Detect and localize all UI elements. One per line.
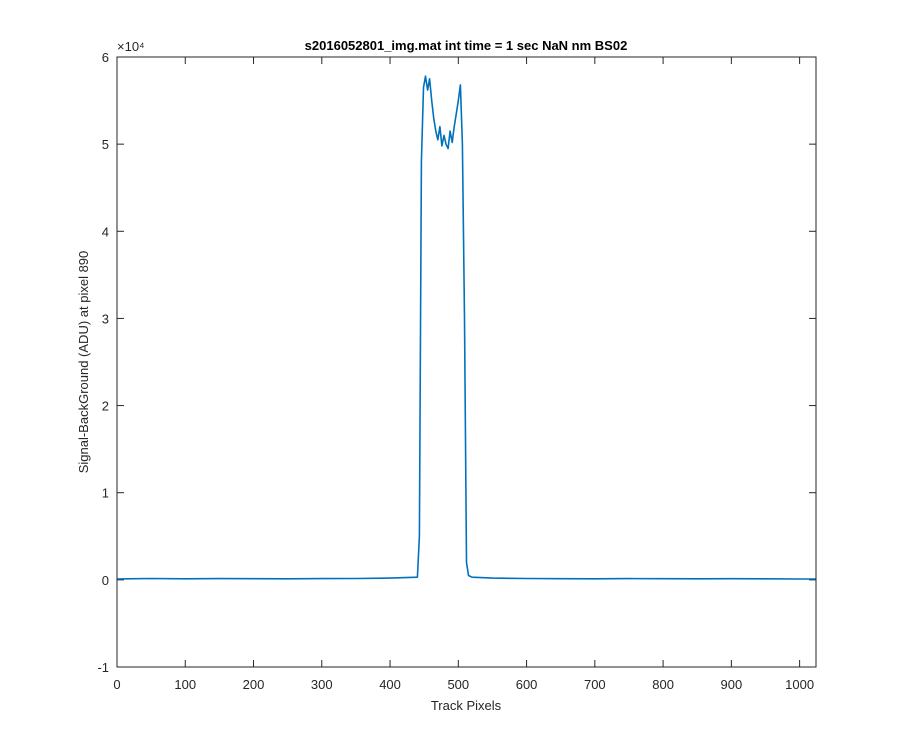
x-axis-ticks: 0 100 200 300 400 500 600 700 800 900 1000: [113, 57, 814, 692]
x-tick-label: 100: [174, 677, 196, 692]
y-tick-label: 2: [102, 399, 109, 414]
x-axis-label: Track Pixels: [431, 698, 502, 713]
chart-title: s2016052801_img.mat int time = 1 sec NaN…: [305, 38, 628, 53]
x-tick-label: 900: [721, 677, 743, 692]
x-tick-label: 600: [516, 677, 538, 692]
plot-area: [117, 57, 816, 667]
x-tick-label: 800: [652, 677, 674, 692]
y-tick-label: 1: [102, 486, 109, 501]
data-series-line: [116, 75, 816, 580]
y-tick-label: 6: [102, 50, 109, 65]
x-tick-label: 700: [584, 677, 606, 692]
y-tick-label: 3: [102, 311, 109, 326]
x-tick-label: 300: [311, 677, 333, 692]
y-axis-exponent: ×10⁴: [117, 39, 145, 54]
y-tick-label: 0: [102, 573, 109, 588]
y-tick-label: 4: [102, 224, 109, 239]
x-tick-label: 200: [243, 677, 265, 692]
plot-frame: [116, 56, 817, 668]
y-axis-label: Signal-BackGround (ADU) at pixel 890: [76, 251, 91, 474]
y-tick-label: 5: [102, 137, 109, 152]
y-tick-label: -1: [97, 660, 109, 675]
x-tick-label: 500: [447, 677, 469, 692]
x-tick-label: 400: [379, 677, 401, 692]
x-tick-label: 1000: [785, 677, 814, 692]
x-tick-label: 0: [113, 677, 120, 692]
